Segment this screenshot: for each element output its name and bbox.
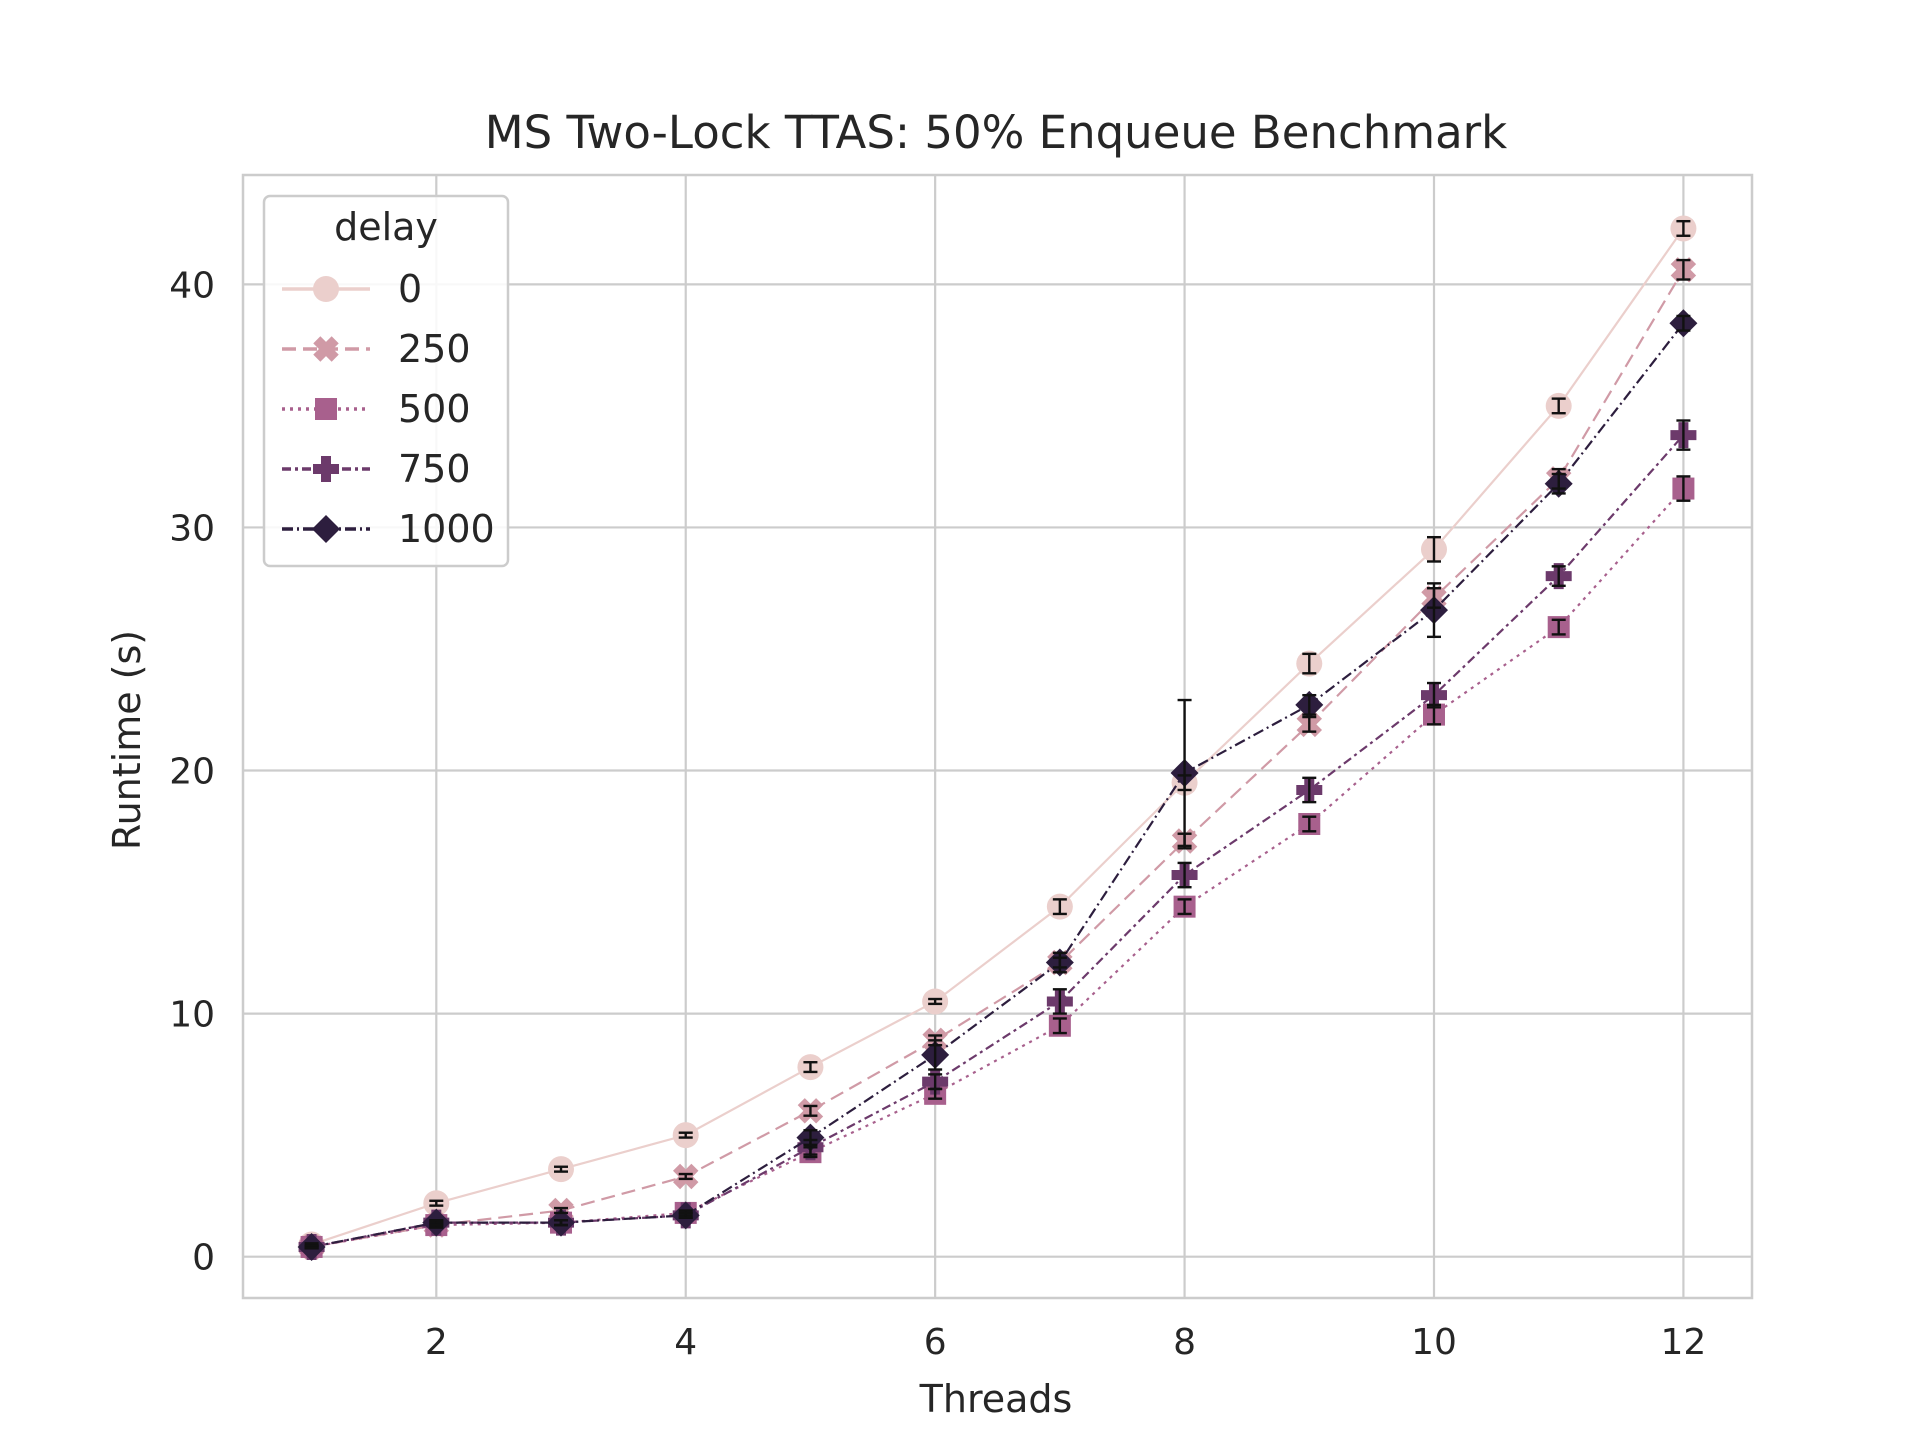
error-bar-0: [1052, 898, 1067, 916]
error-bar-500: [1177, 898, 1192, 916]
error-bar-500: [1302, 815, 1317, 833]
error-bars-1000: [304, 314, 1691, 1250]
error-bar-0: [803, 1061, 818, 1074]
x-tick-label: 8: [1173, 1322, 1196, 1363]
error-bar-750: [1551, 565, 1566, 587]
y-tick-label: 40: [169, 265, 215, 306]
legend-marker: [312, 515, 340, 543]
error-bar-250: [554, 1206, 569, 1215]
y-tick-label: 30: [169, 508, 215, 549]
error-bar-1000: [1676, 314, 1691, 332]
error-bar-750: [1426, 681, 1441, 709]
y-tick-label: 0: [192, 1238, 215, 1279]
x-tick-label: 10: [1411, 1322, 1457, 1363]
series-line-1000: [311, 322, 1685, 1249]
legend-marker: [315, 398, 337, 420]
error-bar-1000: [678, 1211, 693, 1219]
series-line-0: [311, 227, 1685, 1246]
error-bar-750: [928, 1073, 943, 1091]
x-axis-title: Threads: [919, 1377, 1073, 1421]
error-bar-1000: [304, 1244, 319, 1250]
error-bar-250: [1676, 258, 1691, 281]
error-bar-1000: [928, 1039, 943, 1071]
legend-item-0: 0: [282, 267, 422, 311]
legend-label: 0: [398, 267, 422, 311]
x-tick-label: 6: [924, 1322, 947, 1363]
error-bar-1000: [1426, 582, 1441, 639]
series-line-750: [311, 434, 1685, 1249]
error-bar-0: [1551, 397, 1566, 415]
x-tick-label: 2: [425, 1322, 448, 1363]
error-bar-0: [429, 1199, 444, 1207]
error-bar-1000: [1052, 951, 1067, 974]
error-bar-1000: [429, 1219, 444, 1227]
legend-label: 250: [398, 327, 471, 371]
error-bar-0: [928, 997, 943, 1006]
error-bar-0: [678, 1131, 693, 1139]
error-bar-750: [1302, 776, 1317, 804]
legend-item-250: 250: [282, 327, 471, 371]
error-bar-500: [1052, 1017, 1067, 1035]
legend-marker: [313, 456, 339, 482]
error-bar-250: [678, 1172, 693, 1181]
y-tick-label: 20: [169, 752, 215, 793]
legend-item-500: 500: [282, 387, 471, 431]
legend-label: 750: [398, 447, 471, 491]
error-bar-500: [1676, 475, 1691, 502]
legend-label: 500: [398, 387, 471, 431]
error-bar-0: [1302, 652, 1317, 675]
legend-item-1000: 1000: [282, 507, 495, 551]
error-bar-250: [1302, 715, 1317, 733]
error-bar-500: [1551, 618, 1566, 636]
error-bar-0: [554, 1165, 569, 1173]
x-tick-label: 12: [1661, 1322, 1707, 1363]
legend-item-750: 750: [282, 447, 471, 491]
error-bar-750: [1676, 419, 1691, 451]
legend-marker: [313, 276, 339, 302]
legend-label: 1000: [398, 507, 495, 551]
y-tick-label: 10: [169, 995, 215, 1036]
error-bar-1000: [803, 1129, 818, 1147]
legend-marker: [313, 336, 339, 362]
series-line-250: [311, 269, 1685, 1249]
error-bar-0: [1676, 219, 1691, 237]
error-bar-250: [803, 1104, 818, 1117]
error-bar-1000: [1551, 472, 1566, 495]
y-axis-title: Runtime (s): [105, 630, 149, 850]
error-bar-750: [1177, 861, 1192, 889]
chart-title: MS Two-Lock TTAS: 50% Enqueue Benchmark: [485, 106, 1507, 159]
error-bar-1000: [554, 1219, 569, 1227]
error-bar-1000: [1302, 693, 1317, 716]
x-tick-label: 4: [674, 1322, 697, 1363]
legend: delay 0 250 500 750 1000: [262, 194, 510, 568]
legend-title: delay: [334, 205, 438, 249]
error-bar-1000: [1177, 698, 1192, 848]
error-bar-0: [1426, 535, 1441, 563]
error-bar-750: [1052, 988, 1067, 1015]
